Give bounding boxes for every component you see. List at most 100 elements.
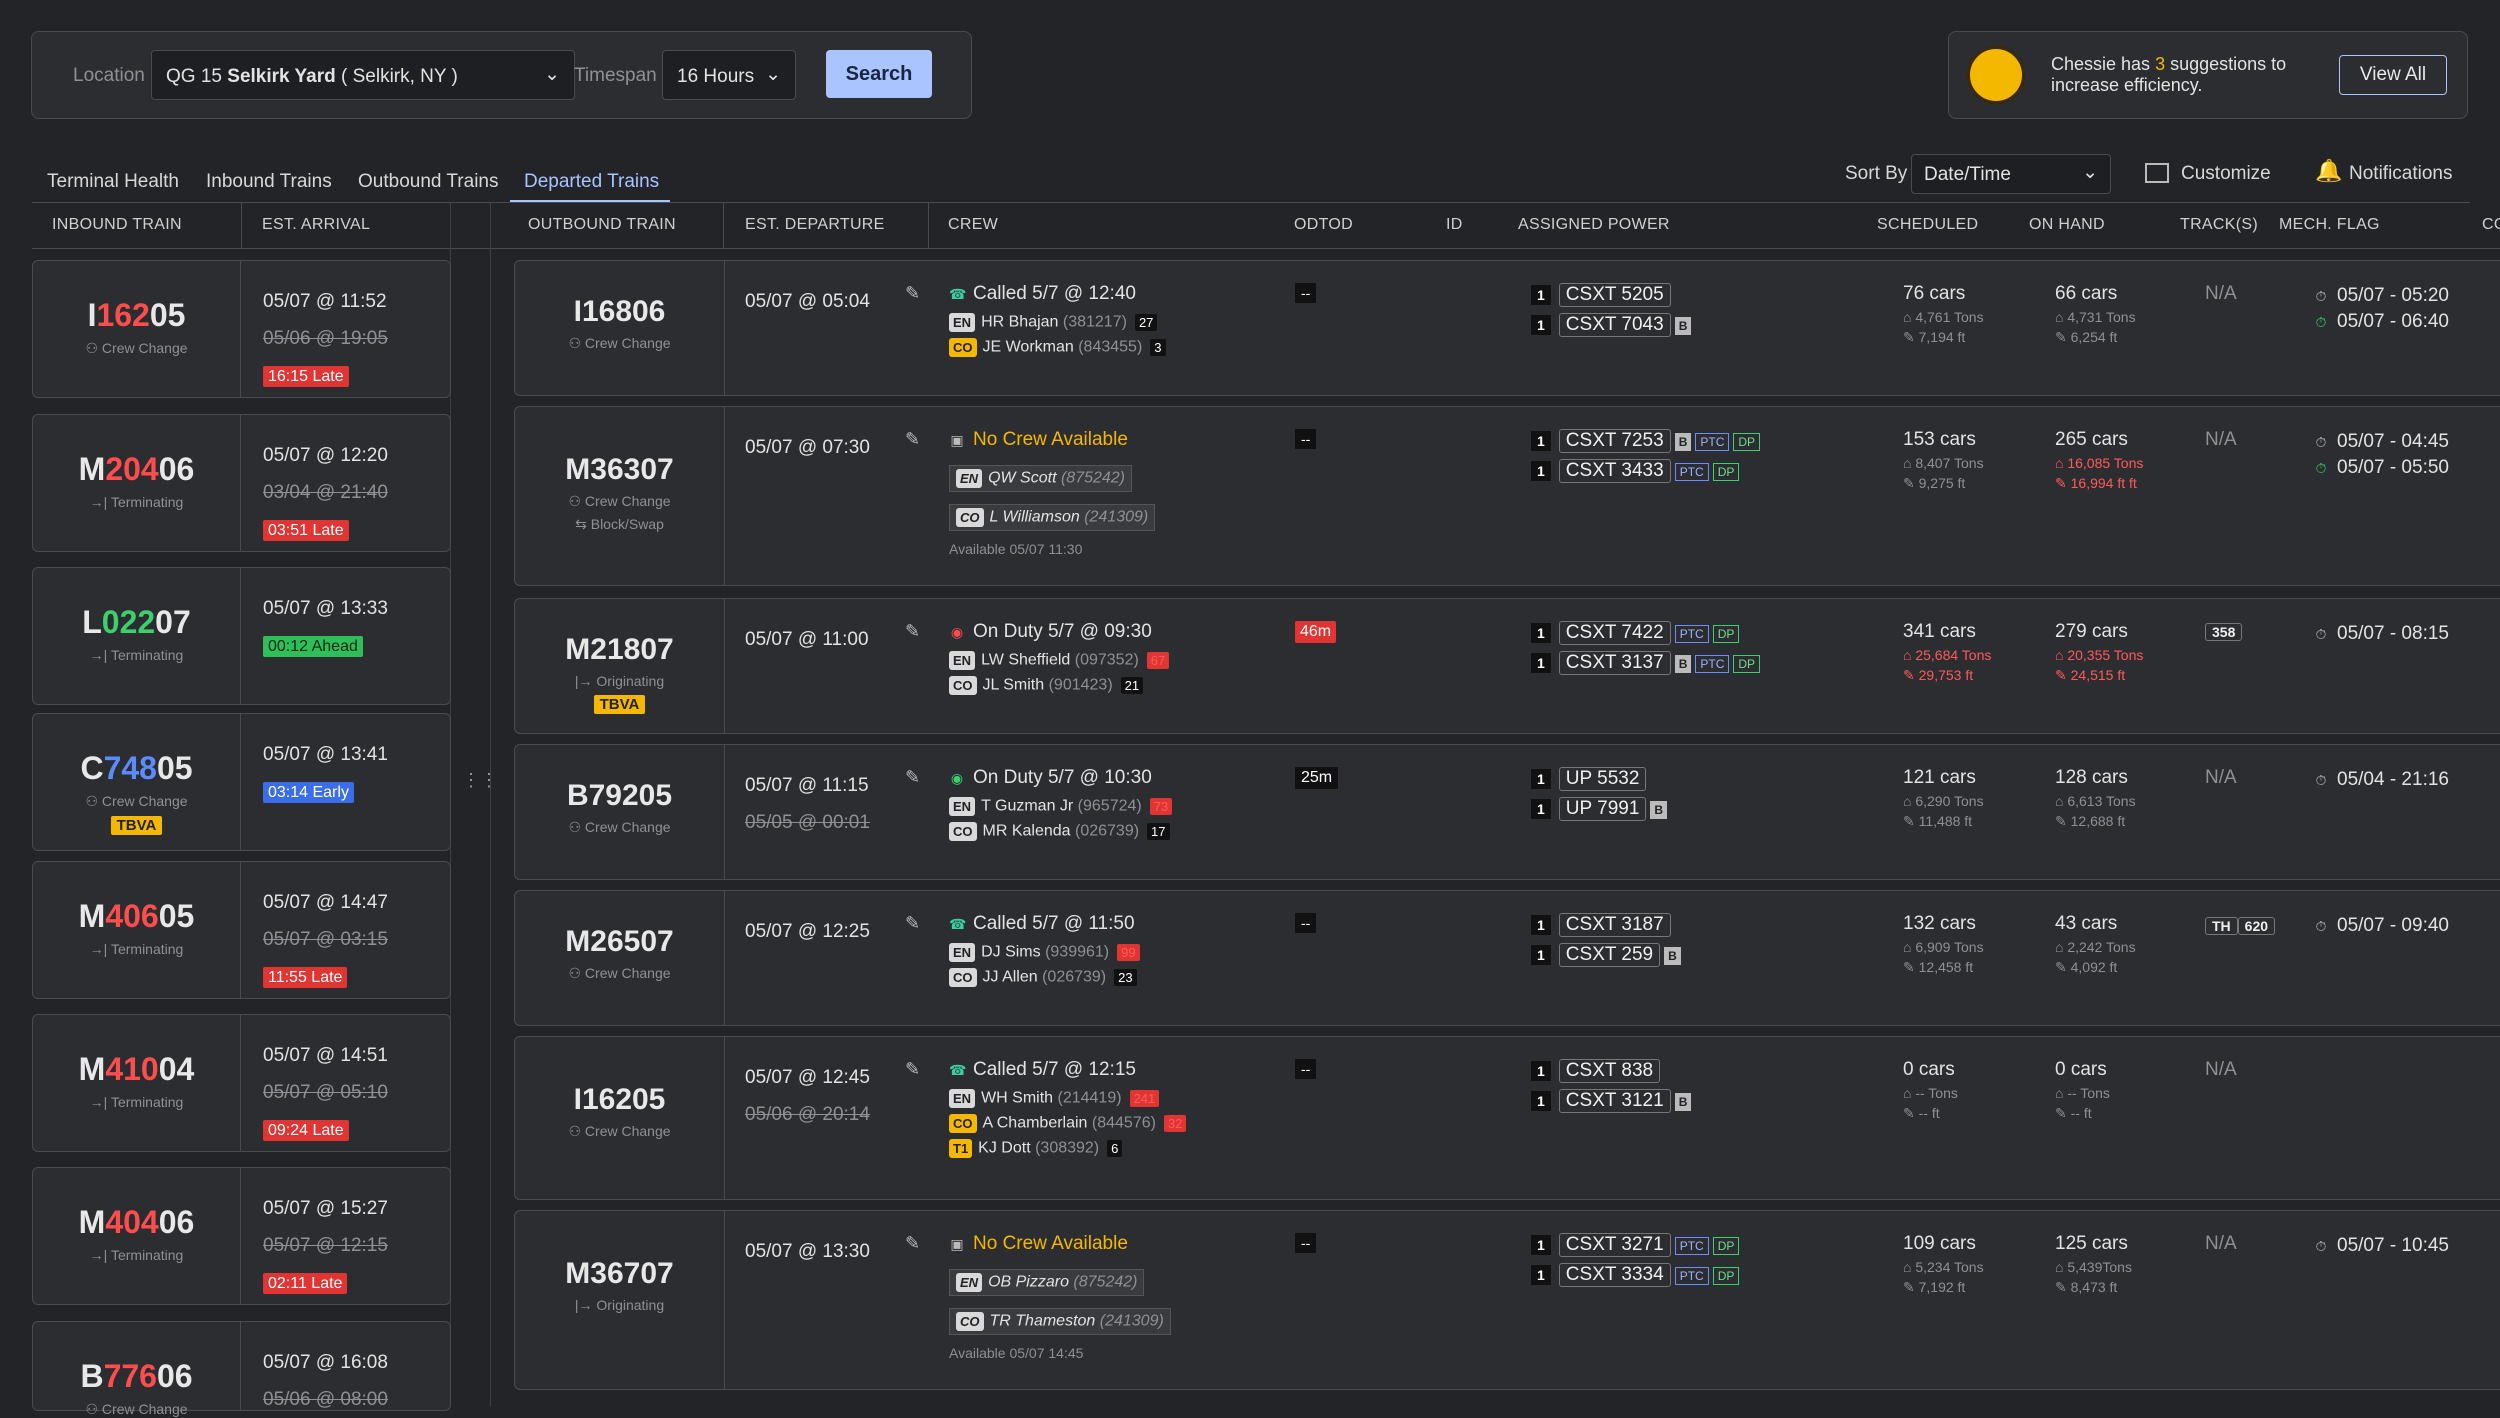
train-id-cell: M26507 ⚇ Crew Change — [515, 891, 725, 1025]
tab-departed-trains[interactable]: Departed Trains — [524, 171, 660, 192]
search-button[interactable]: Search — [826, 50, 932, 98]
power-unit[interactable]: 1 CSXT 3121 B — [1531, 1089, 1692, 1113]
scheduled-length: ✎ 11,488 ft — [1903, 813, 1973, 829]
onhand-length: ✎ -- ft — [2055, 1105, 2092, 1121]
inbound-train-card[interactable]: M41004 →| Terminating 05/07 @ 14:51 05/07 @… — [32, 1014, 451, 1152]
crew-member[interactable]: CO L Williamson (241309) — [949, 504, 1156, 531]
crew-member[interactable]: CO TR Thameston (241309) — [949, 1308, 1171, 1335]
train-sub-label: Terminating — [110, 1247, 184, 1263]
crew-member[interactable]: EN WH Smith (214419) 241 — [949, 1089, 1309, 1108]
edit-pencil-icon[interactable]: ✎ — [905, 1059, 921, 1079]
outbound-train-card[interactable]: B79205 ⚇ Crew Change 05/07 @ 11:15 05/05 @ … — [514, 744, 2500, 880]
status-badge: 09:24 Late — [263, 1120, 349, 1141]
train-id-prefix: B — [80, 1358, 104, 1394]
power-unit[interactable]: 1 CSXT 3334 PTC DP — [1531, 1263, 1740, 1287]
power-unit[interactable]: 1 CSXT 259 B — [1531, 943, 1681, 967]
edit-pencil-icon[interactable]: ✎ — [905, 913, 921, 933]
power-unit[interactable]: 1 UP 5532 — [1531, 767, 1667, 791]
track-value: N/A — [2205, 767, 2237, 788]
departure-cell: 05/07 @ 07:30 — [745, 429, 870, 466]
view-all-button[interactable]: View All — [2339, 55, 2447, 95]
train-id-symbol: 776 — [103, 1358, 157, 1394]
power-unit[interactable]: 1 UP 7991 B — [1531, 797, 1668, 821]
bell-icon[interactable]: 🔔 — [2315, 158, 2343, 183]
crew-name: MR Kalenda — [982, 822, 1071, 840]
col-co[interactable]: CO — [2482, 216, 2500, 233]
customize-button[interactable]: Customize — [2181, 163, 2271, 184]
outbound-train-card[interactable]: M21807 |→ Originating TBVA 05/07 @ 11:00 ✎ ◉ O… — [514, 598, 2500, 734]
inbound-train-card[interactable]: C74805 ⚇ Crew Change TBVA 05/07 @ 13:41 03:1… — [32, 713, 451, 851]
crew-member[interactable]: CO A Chamberlain (844576) 32 — [949, 1114, 1309, 1133]
onhand-cars: 125 cars — [2055, 1233, 2128, 1254]
columns-icon[interactable] — [2145, 163, 2169, 183]
edit-pencil-icon[interactable]: ✎ — [905, 283, 921, 303]
col-est-arrival[interactable]: EST. ARRIVAL — [262, 216, 371, 233]
col-tracks[interactable]: TRACK(S) — [2180, 216, 2258, 233]
onhand-cell: 66 cars ⌂ 4,731 Tons ✎ 6,254 ft — [2055, 283, 2136, 346]
location-select[interactable]: QG 15 Selkirk Yard ( Selkirk, NY ) ⌄ — [151, 50, 575, 100]
inbound-train-card[interactable]: M40406 →| Terminating 05/07 @ 15:27 05/07 @… — [32, 1167, 451, 1305]
sort-select[interactable]: Date/Time ⌄ — [1911, 154, 2111, 194]
crew-status: ▣ No Crew Available — [949, 1233, 1309, 1255]
crew-member[interactable]: EN T Guzman Jr (965724) 73 — [949, 797, 1309, 816]
inbound-train-card[interactable]: L02207 →| Terminating 05/07 @ 13:33 00:12 A… — [32, 567, 451, 705]
power-unit[interactable]: 1 CSXT 838 — [1531, 1059, 1691, 1083]
power-unit[interactable]: 1 CSXT 3433 PTC DP — [1531, 459, 1760, 483]
power-unit[interactable]: 1 CSXT 7253 B PTC DP — [1531, 429, 1761, 453]
col-mech-flag[interactable]: MECH. FLAG — [2279, 216, 2380, 233]
tab-outbound-trains[interactable]: Outbound Trains — [358, 171, 499, 192]
edit-pencil-icon[interactable]: ✎ — [905, 1233, 921, 1253]
chessie-text-pre: Chessie has — [2051, 54, 2151, 74]
col-outbound-train[interactable]: OUTBOUND TRAIN — [528, 216, 676, 233]
tab-terminal-health[interactable]: Terminal Health — [47, 171, 179, 192]
outbound-train-card[interactable]: M26507 ⚇ Crew Change 05/07 @ 12:25 ✎ ☎ Called… — [514, 890, 2500, 1026]
crew-member[interactable]: EN LW Sheffield (097352) 67 — [949, 651, 1309, 670]
outbound-train-card[interactable]: M36307 ⚇ Crew Change ⇆ Block/Swap 05/07 @ 0… — [514, 406, 2500, 586]
train-id: M40406 — [33, 1204, 240, 1241]
crew-member[interactable]: T1 KJ Dott (308392) 6 — [949, 1139, 1309, 1158]
terminating-icon: →| — [89, 494, 111, 510]
col-assigned-power[interactable]: ASSIGNED POWER — [1518, 216, 1670, 233]
crew-role-tag: EN — [949, 651, 976, 670]
crew-status-text: No Crew Available — [973, 429, 1128, 450]
crew-member[interactable]: CO JJ Allen (026739) 23 — [949, 968, 1309, 987]
edit-pencil-icon[interactable]: ✎ — [905, 767, 921, 787]
power-unit[interactable]: 1 CSXT 3271 PTC DP — [1531, 1233, 1740, 1257]
col-est-departure[interactable]: EST. DEPARTURE — [745, 216, 885, 233]
outbound-train-card[interactable]: I16205 ⚇ Crew Change 05/07 @ 12:45 05/06 @ … — [514, 1036, 2500, 1200]
edit-pencil-icon[interactable]: ✎ — [905, 621, 921, 641]
inbound-train-card[interactable]: M40605 →| Terminating 05/07 @ 14:47 05/07 @… — [32, 861, 451, 999]
edit-pencil-icon[interactable]: ✎ — [905, 429, 921, 449]
inbound-train-card[interactable]: M20406 →| Terminating 05/07 @ 12:20 03/04 @… — [32, 414, 451, 552]
drag-handle-icon[interactable]: ⋮⋮ — [462, 770, 498, 790]
power-tag: B — [1650, 801, 1668, 819]
crew-member[interactable]: CO JL Smith (901423) 21 — [949, 676, 1309, 695]
power-unit[interactable]: 1 CSXT 5205 — [1531, 283, 1691, 307]
power-unit[interactable]: 1 CSXT 7043 B — [1531, 313, 1692, 337]
outbound-train-card[interactable]: M36707 |→ Originating 05/07 @ 13:30 ✎ ▣ No Cr… — [514, 1210, 2500, 1390]
col-crew[interactable]: CREW — [948, 216, 999, 233]
onhand-tons: ⌂ 5,439Tons — [2055, 1259, 2132, 1275]
power-unit[interactable]: 1 CSXT 3187 — [1531, 913, 1681, 937]
power-unit[interactable]: 1 CSXT 7422 PTC DP — [1531, 621, 1760, 645]
crew-member[interactable]: EN QW Scott (875242) — [949, 465, 1133, 492]
col-id[interactable]: ID — [1446, 216, 1463, 233]
inbound-train-card[interactable]: B77606 ⚇ Crew Change 05/07 @ 16:08 05/06 @ … — [32, 1321, 451, 1417]
notifications-button[interactable]: Notifications — [2349, 163, 2453, 184]
crew-member[interactable]: EN DJ Sims (939961) 99 — [949, 943, 1309, 962]
inbound-train-card[interactable]: I16205 ⚇ Crew Change 05/07 @ 11:52 05/06 @ … — [32, 260, 451, 398]
power-unit[interactable]: 1 CSXT 3137 B PTC DP — [1531, 651, 1761, 675]
col-inbound-train[interactable]: INBOUND TRAIN — [52, 216, 182, 233]
crew-member[interactable]: CO JE Workman (843455) 3 — [949, 338, 1309, 357]
crew-member[interactable]: EN HR Bhajan (381217) 27 — [949, 313, 1309, 332]
crew-member[interactable]: CO MR Kalenda (026739) 17 — [949, 822, 1309, 841]
track-badge: 620 — [2237, 917, 2276, 935]
col-odtod[interactable]: ODTOD — [1294, 216, 1353, 233]
col-divider — [928, 203, 929, 248]
col-on-hand[interactable]: ON HAND — [2029, 216, 2105, 233]
crew-member[interactable]: EN OB Pizzaro (875242) — [949, 1269, 1145, 1296]
outbound-train-card[interactable]: I16806 ⚇ Crew Change 05/07 @ 05:04 ✎ ☎ Called… — [514, 260, 2500, 396]
tab-inbound-trains[interactable]: Inbound Trains — [206, 171, 332, 192]
col-scheduled[interactable]: SCHEDULED — [1877, 216, 1979, 233]
timespan-select[interactable]: 16 Hours ⌄ — [662, 50, 796, 100]
